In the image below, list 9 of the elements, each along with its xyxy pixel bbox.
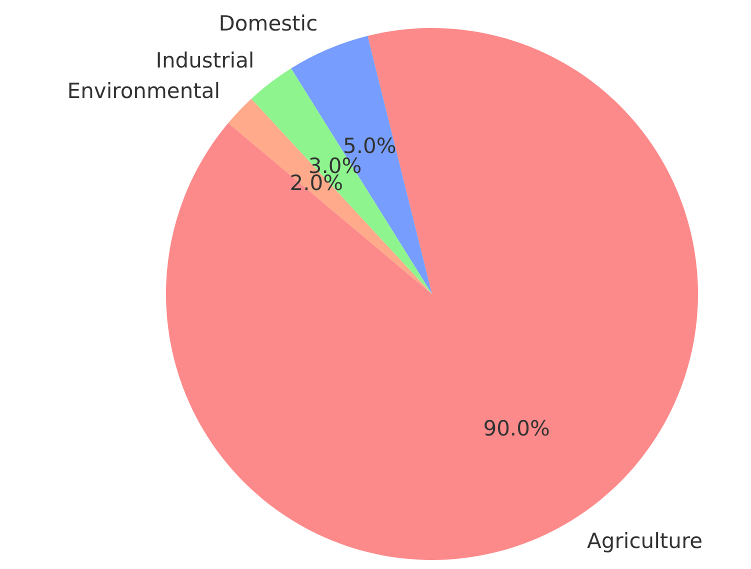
pie-slice [251, 68, 432, 294]
slice-label: Environmental [67, 79, 220, 104]
data-label: 5.0% [342, 134, 396, 158]
slice-label: Agriculture [587, 529, 703, 554]
slice-label: Industrial [156, 48, 254, 73]
pie-slice [228, 98, 432, 294]
slice-label: Domestic [218, 12, 318, 36]
data-label: 90.0% [483, 416, 550, 440]
pie-slice [291, 36, 432, 294]
